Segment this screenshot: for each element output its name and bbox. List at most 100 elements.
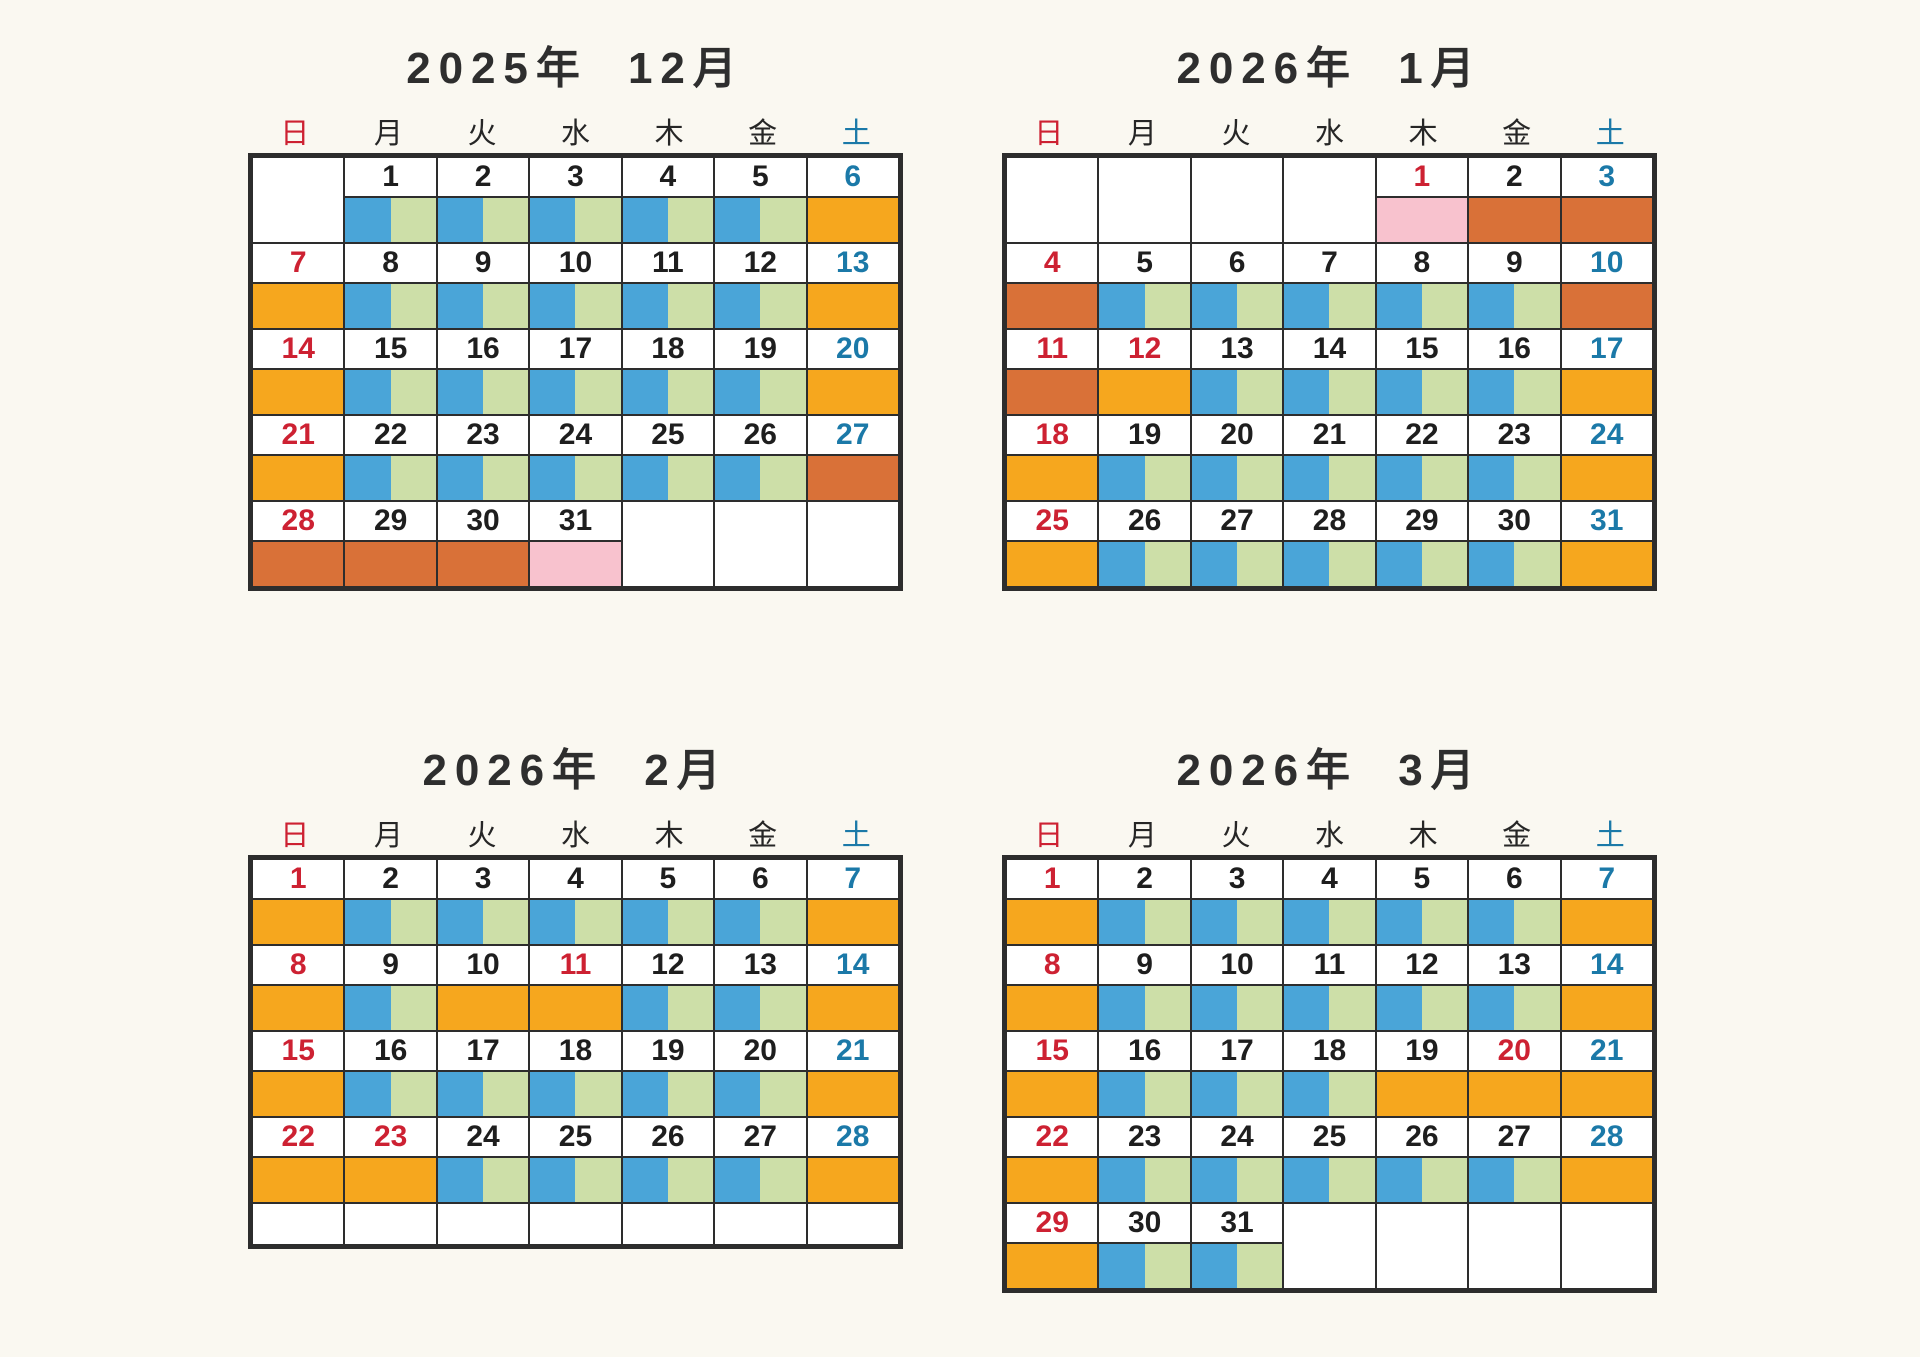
shift-half-green xyxy=(390,900,436,944)
shift-bar xyxy=(1561,370,1652,414)
day-number: 27 xyxy=(1469,1118,1560,1158)
shift-half-blue xyxy=(715,198,761,242)
shift-half-blue xyxy=(1191,456,1238,500)
shift-bar xyxy=(345,1158,436,1202)
shift-half-green xyxy=(667,370,714,414)
shift-half-blue xyxy=(530,198,576,242)
shift-half-green xyxy=(1329,1072,1375,1116)
day-number xyxy=(1099,158,1189,196)
empty-cell xyxy=(713,1204,805,1244)
shift-bar xyxy=(807,986,898,1030)
calendar-grid: 1 2 3 4 5 6 7 8 9 10 11 12 13 14 15 16 17 18 19 20 21 22 23 24 2… xyxy=(1002,153,1657,591)
weekday-header: 月 xyxy=(373,118,403,150)
day-cell: 6 xyxy=(805,158,898,242)
shift-bar xyxy=(530,1158,621,1202)
shift-bar xyxy=(530,284,621,328)
shift-bar xyxy=(715,370,806,414)
shift-bar xyxy=(1099,1158,1190,1202)
shift-bar xyxy=(1469,456,1560,500)
day-number: 10 xyxy=(530,244,621,284)
day-cell: 5 xyxy=(620,860,714,944)
shift-half-green xyxy=(1144,1072,1190,1116)
shift-half-green xyxy=(1329,542,1375,586)
shift-bar xyxy=(1561,284,1652,328)
shift-bar xyxy=(437,542,529,586)
shift-bar xyxy=(715,900,806,944)
shift-half-blue xyxy=(1284,542,1330,586)
day-cell: 14 xyxy=(253,330,344,414)
shift-bar xyxy=(622,456,714,500)
day-number: 27 xyxy=(715,1118,806,1158)
shift-bar xyxy=(437,986,529,1030)
shift-bar xyxy=(1469,900,1560,944)
day-number: 14 xyxy=(1561,946,1652,986)
shift-bar xyxy=(1284,1158,1375,1202)
day-number: 18 xyxy=(622,330,714,370)
weekday-header: 水 xyxy=(1315,118,1345,150)
shift-bar xyxy=(622,1158,714,1202)
shift-bar xyxy=(1007,1244,1098,1288)
day-number: 2 xyxy=(1099,860,1190,900)
shift-half-blue xyxy=(530,456,576,500)
day-cell: 11 xyxy=(528,946,621,1030)
calendar-grid: 1 2 3 4 5 6 7 8 9 10 11 12 13 14 15 16 17 18 19 20 21 22 23 24 2… xyxy=(248,855,903,1249)
shift-half-green xyxy=(575,456,621,500)
day-number: 15 xyxy=(1376,330,1468,370)
shift-bar xyxy=(1191,456,1283,500)
weekday-header: 木 xyxy=(654,118,684,150)
day-cell: 9 xyxy=(343,946,436,1030)
weekday-header-row: 日月火水木金土 xyxy=(248,113,903,150)
shift-half-blue xyxy=(1099,456,1145,500)
empty-cell xyxy=(620,1204,713,1244)
day-cell xyxy=(1559,1204,1652,1288)
day-cell: 15 xyxy=(253,1032,344,1116)
day-cell: 3 xyxy=(435,860,529,944)
day-cell xyxy=(1189,158,1283,242)
day-cell: 25 xyxy=(528,1118,621,1202)
shift-bar xyxy=(1561,1072,1652,1116)
calendar-title: 2026年 1月 xyxy=(1176,44,1483,93)
day-number: 16 xyxy=(437,330,529,370)
shift-bar xyxy=(437,900,529,944)
week-row: 25 26 27 28 29 30 31 xyxy=(1007,500,1652,586)
shift-half-green xyxy=(667,900,714,944)
shift-bar xyxy=(1191,196,1283,242)
calendar-title: 2025年 12月 xyxy=(406,44,745,93)
shift-half-blue xyxy=(715,456,761,500)
shift-bar xyxy=(1376,198,1468,242)
day-number: 19 xyxy=(1376,1032,1468,1072)
shift-bar xyxy=(1007,284,1098,328)
day-number: 10 xyxy=(437,946,529,986)
day-cell: 28 xyxy=(1282,502,1375,586)
day-cell: 27 xyxy=(805,416,898,500)
shift-bar xyxy=(1191,1072,1283,1116)
shift-half-blue xyxy=(715,1158,761,1202)
day-cell xyxy=(1282,158,1375,242)
shift-bar xyxy=(1007,370,1098,414)
shift-bar xyxy=(715,986,806,1030)
shift-bar xyxy=(622,370,714,414)
shift-half-green xyxy=(1237,284,1283,328)
day-cell: 17 xyxy=(1559,330,1652,414)
day-cell: 12 xyxy=(1097,330,1190,414)
shift-half-green xyxy=(1237,456,1283,500)
day-number xyxy=(253,158,343,196)
day-number: 21 xyxy=(253,416,344,456)
shift-half-blue xyxy=(1099,542,1145,586)
weekday-header: 金 xyxy=(748,820,778,852)
day-number: 11 xyxy=(1284,946,1375,986)
calendar-grid: 1 2 3 4 5 6 7 8 9 10 11 12 13 14 15 16 17 18 19 20 21 22 23 24 2… xyxy=(1002,855,1657,1293)
day-cell: 14 xyxy=(805,946,898,1030)
shift-half-green xyxy=(1329,1158,1375,1202)
shift-half-blue xyxy=(715,900,761,944)
shift-half-green xyxy=(1144,284,1190,328)
shift-bar xyxy=(1469,198,1560,242)
shift-bar xyxy=(1469,1072,1560,1116)
shift-half-blue xyxy=(530,1072,576,1116)
shift-half-blue xyxy=(1284,284,1330,328)
shift-half-blue xyxy=(1099,1158,1145,1202)
calendar-title: 2026年 2月 xyxy=(422,746,729,795)
day-number: 28 xyxy=(1284,502,1375,542)
